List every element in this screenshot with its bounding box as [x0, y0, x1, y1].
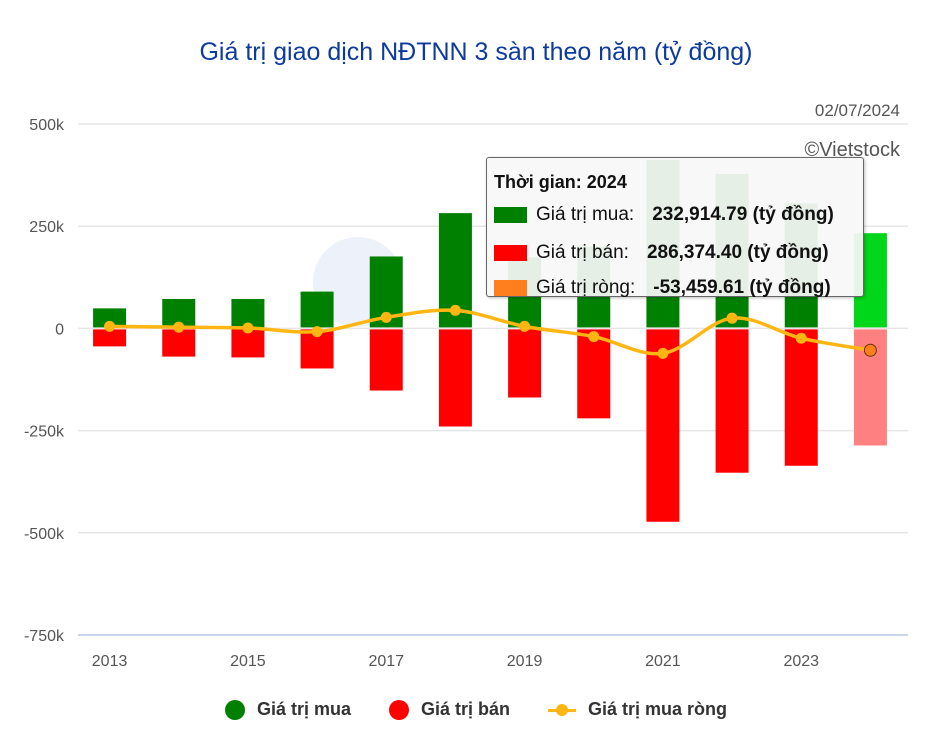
legend: Giá trị mua Giá trị bán Giá trị mua ròng	[0, 699, 952, 720]
y-tick-label: -500k	[24, 526, 65, 543]
net-point	[726, 312, 738, 324]
y-tick-label: 500k	[29, 117, 65, 134]
chart-date: 02/07/2024	[814, 101, 900, 120]
legend-label: Giá trị mua	[256, 699, 351, 719]
bar-sell	[93, 329, 127, 347]
net-point	[449, 304, 461, 316]
tooltip-label: Giá trị mua:	[536, 204, 635, 225]
net-point	[519, 320, 531, 332]
tooltip-row-net: Giá trị ròng: -53,459.61 (tỷ đồng)	[494, 277, 831, 299]
x-tick-label: 2019	[507, 653, 543, 670]
tooltip: Thời gian: 2024 Giá trị mua: 232,914.79 …	[486, 157, 864, 299]
y-tick-label: 0	[55, 321, 64, 338]
tooltip-label: Giá trị ròng:	[536, 277, 636, 298]
bar-sell	[577, 329, 611, 419]
bar-sell	[231, 329, 265, 358]
net-point	[380, 311, 392, 323]
y-tick-label: -750k	[24, 628, 65, 645]
net-point	[588, 331, 600, 343]
sell-swatch-icon	[494, 245, 527, 261]
tooltip-header: Thời gian: 2024	[494, 172, 627, 192]
x-tick-label: 2013	[92, 653, 128, 670]
y-tick-label: 250k	[29, 219, 65, 236]
net-point	[104, 320, 116, 332]
circle-icon	[388, 699, 409, 720]
x-tick-label: 2023	[783, 653, 819, 670]
net-point	[657, 347, 669, 359]
x-tick-label: 2021	[645, 653, 681, 670]
net-point	[311, 326, 323, 338]
bar-sell	[508, 329, 542, 398]
legend-item-sell[interactable]: Giá trị bán	[388, 699, 510, 720]
tooltip-label: Giá trị bán:	[536, 242, 629, 263]
x-tick-label: 2017	[368, 653, 404, 670]
net-swatch-icon	[494, 280, 527, 296]
chart-credit: ©Vietstock	[804, 139, 900, 161]
bar-buy	[93, 308, 127, 328]
legend-item-net[interactable]: Giá trị mua ròng	[548, 699, 727, 720]
net-point-highlight	[863, 343, 877, 357]
net-point	[173, 321, 185, 333]
bar-sell	[162, 329, 196, 357]
buy-swatch-icon	[494, 207, 527, 223]
bar-sell	[438, 329, 472, 427]
tooltip-row-sell: Giá trị bán: 286,374.40 (tỷ đồng)	[494, 242, 829, 264]
bar-sell	[784, 329, 818, 466]
x-tick-label: 2015	[230, 653, 266, 670]
net-point	[242, 322, 254, 334]
tooltip-value: -53,459.61 (tỷ đồng)	[653, 277, 831, 298]
bar-buy	[300, 291, 334, 328]
tooltip-value: 232,914.79 (tỷ đồng)	[652, 204, 834, 225]
y-tick-label: -250k	[24, 424, 65, 441]
legend-label: Giá trị bán	[420, 699, 510, 719]
net-line	[109, 308, 871, 356]
line-marker-icon	[548, 700, 576, 720]
tooltip-row-buy: Giá trị mua: 232,914.79 (tỷ đồng)	[494, 204, 834, 226]
bar-sell	[646, 329, 680, 522]
circle-icon	[224, 699, 245, 720]
bar-sell	[369, 329, 403, 391]
legend-item-buy[interactable]: Giá trị mua	[224, 699, 351, 720]
legend-label: Giá trị mua ròng	[588, 699, 728, 719]
net-point	[795, 332, 807, 344]
tooltip-value: 286,374.40 (tỷ đồng)	[646, 242, 829, 263]
chart-title: Giá trị giao dịch NĐTNN 3 sàn theo năm (…	[199, 38, 753, 66]
bar-sell	[715, 329, 749, 473]
